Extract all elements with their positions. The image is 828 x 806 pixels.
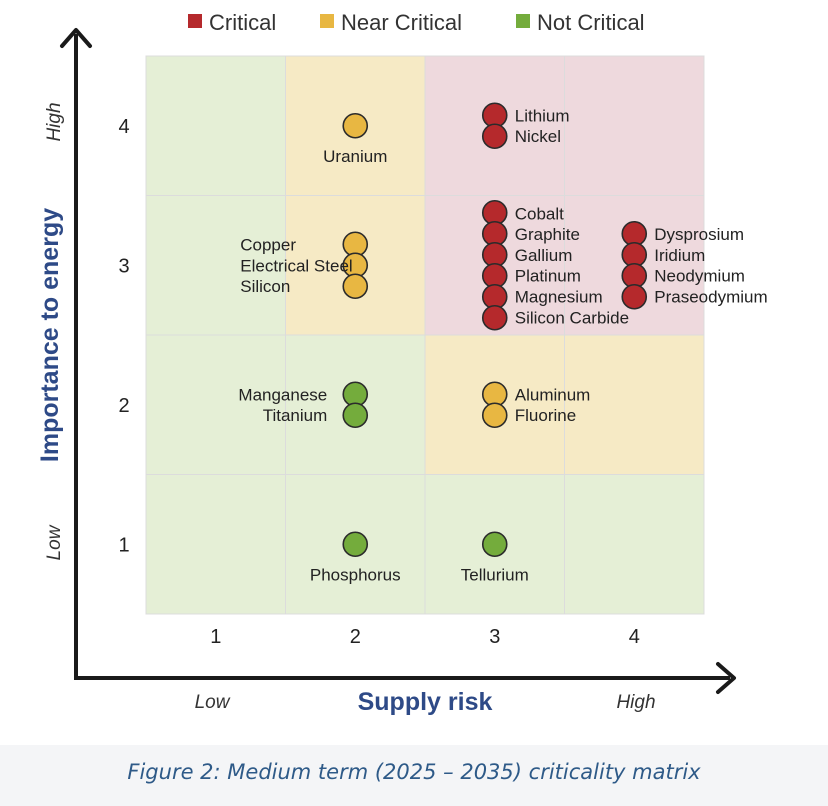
data-label-gallium: Gallium bbox=[515, 246, 573, 265]
legend-swatch-near-critical bbox=[320, 14, 334, 28]
x-axis-low-label: Low bbox=[195, 692, 231, 713]
x-axis-high-label: High bbox=[616, 692, 655, 713]
data-label-dysprosium: Dysprosium bbox=[654, 225, 744, 244]
x-tick-label: 4 bbox=[629, 626, 640, 648]
data-label-aluminum: Aluminum bbox=[515, 385, 591, 404]
zone-cell-4-2 bbox=[564, 334, 705, 475]
data-label-copper: Copper bbox=[240, 235, 296, 254]
data-point-titanium bbox=[342, 402, 369, 429]
data-label-lithium: Lithium bbox=[515, 106, 570, 125]
data-label-platinum: Platinum bbox=[515, 267, 581, 286]
legend-label-not-critical: Not Critical bbox=[537, 10, 645, 35]
data-label-iridium: Iridium bbox=[654, 246, 705, 265]
data-point-silicon bbox=[342, 273, 369, 300]
data-point-fluorine bbox=[481, 402, 508, 429]
legend-label-critical: Critical bbox=[209, 10, 276, 35]
criticality-matrix-chart: 1 2 3 4 1 2 3 4 Supply risk Low High Importance to … bbox=[36, 10, 768, 716]
y-tick-label: 3 bbox=[118, 255, 129, 277]
legend-swatch-not-critical bbox=[516, 14, 530, 28]
zone-cell-1-3 bbox=[145, 195, 286, 336]
x-tick-label: 2 bbox=[350, 626, 361, 648]
x-axis-arrow-icon bbox=[716, 662, 736, 694]
caption-bar bbox=[0, 745, 828, 806]
zone-cell-4-1 bbox=[564, 474, 705, 615]
legend-label-near-critical: Near Critical bbox=[341, 10, 462, 35]
figure-caption: Figure 2: Medium term (2025 – 2035) crit… bbox=[127, 760, 701, 784]
y-axis-title: Importance to energy bbox=[36, 208, 64, 462]
data-label-manganese: Manganese bbox=[238, 385, 327, 404]
data-label-electrical-steel: Electrical Steel bbox=[240, 256, 352, 275]
data-point-uranium bbox=[342, 112, 369, 139]
zone-cell-1-2 bbox=[145, 334, 286, 475]
data-label-graphite: Graphite bbox=[515, 225, 580, 244]
zone-cell-1-1 bbox=[145, 474, 286, 615]
zone-cell-1-4 bbox=[145, 55, 286, 196]
y-tick-label: 1 bbox=[118, 534, 129, 556]
y-tick-label: 4 bbox=[118, 116, 129, 138]
data-point-tellurium bbox=[481, 531, 508, 558]
legend-swatch-critical bbox=[188, 14, 202, 28]
data-label-titanium: Titanium bbox=[263, 406, 328, 425]
y-axis-high-label: High bbox=[44, 102, 65, 141]
data-point-phosphorus bbox=[342, 531, 369, 558]
y-axis-low-label: Low bbox=[44, 524, 65, 560]
data-label-phosphorus: Phosphorus bbox=[310, 565, 401, 584]
data-label-nickel: Nickel bbox=[515, 127, 561, 146]
data-label-fluorine: Fluorine bbox=[515, 406, 576, 425]
data-label-uranium: Uranium bbox=[323, 147, 387, 166]
y-tick-label: 2 bbox=[118, 395, 129, 417]
x-tick-label: 3 bbox=[489, 626, 500, 648]
zone-cell-4-4 bbox=[564, 55, 705, 196]
data-point-nickel bbox=[481, 123, 508, 150]
data-label-silicon-carbide: Silicon Carbide bbox=[515, 308, 629, 327]
data-point-praseodymium bbox=[621, 283, 648, 310]
data-label-neodymium: Neodymium bbox=[654, 267, 745, 286]
x-tick-label: 1 bbox=[210, 626, 221, 648]
data-label-cobalt: Cobalt bbox=[515, 204, 564, 223]
data-point-silicon-carbide bbox=[481, 304, 508, 331]
data-label-tellurium: Tellurium bbox=[461, 565, 529, 584]
y-axis-arrow-icon bbox=[60, 28, 92, 48]
data-label-magnesium: Magnesium bbox=[515, 287, 603, 306]
data-label-praseodymium: Praseodymium bbox=[654, 287, 767, 306]
data-label-silicon: Silicon bbox=[240, 277, 290, 296]
x-axis-title: Supply risk bbox=[358, 688, 493, 716]
